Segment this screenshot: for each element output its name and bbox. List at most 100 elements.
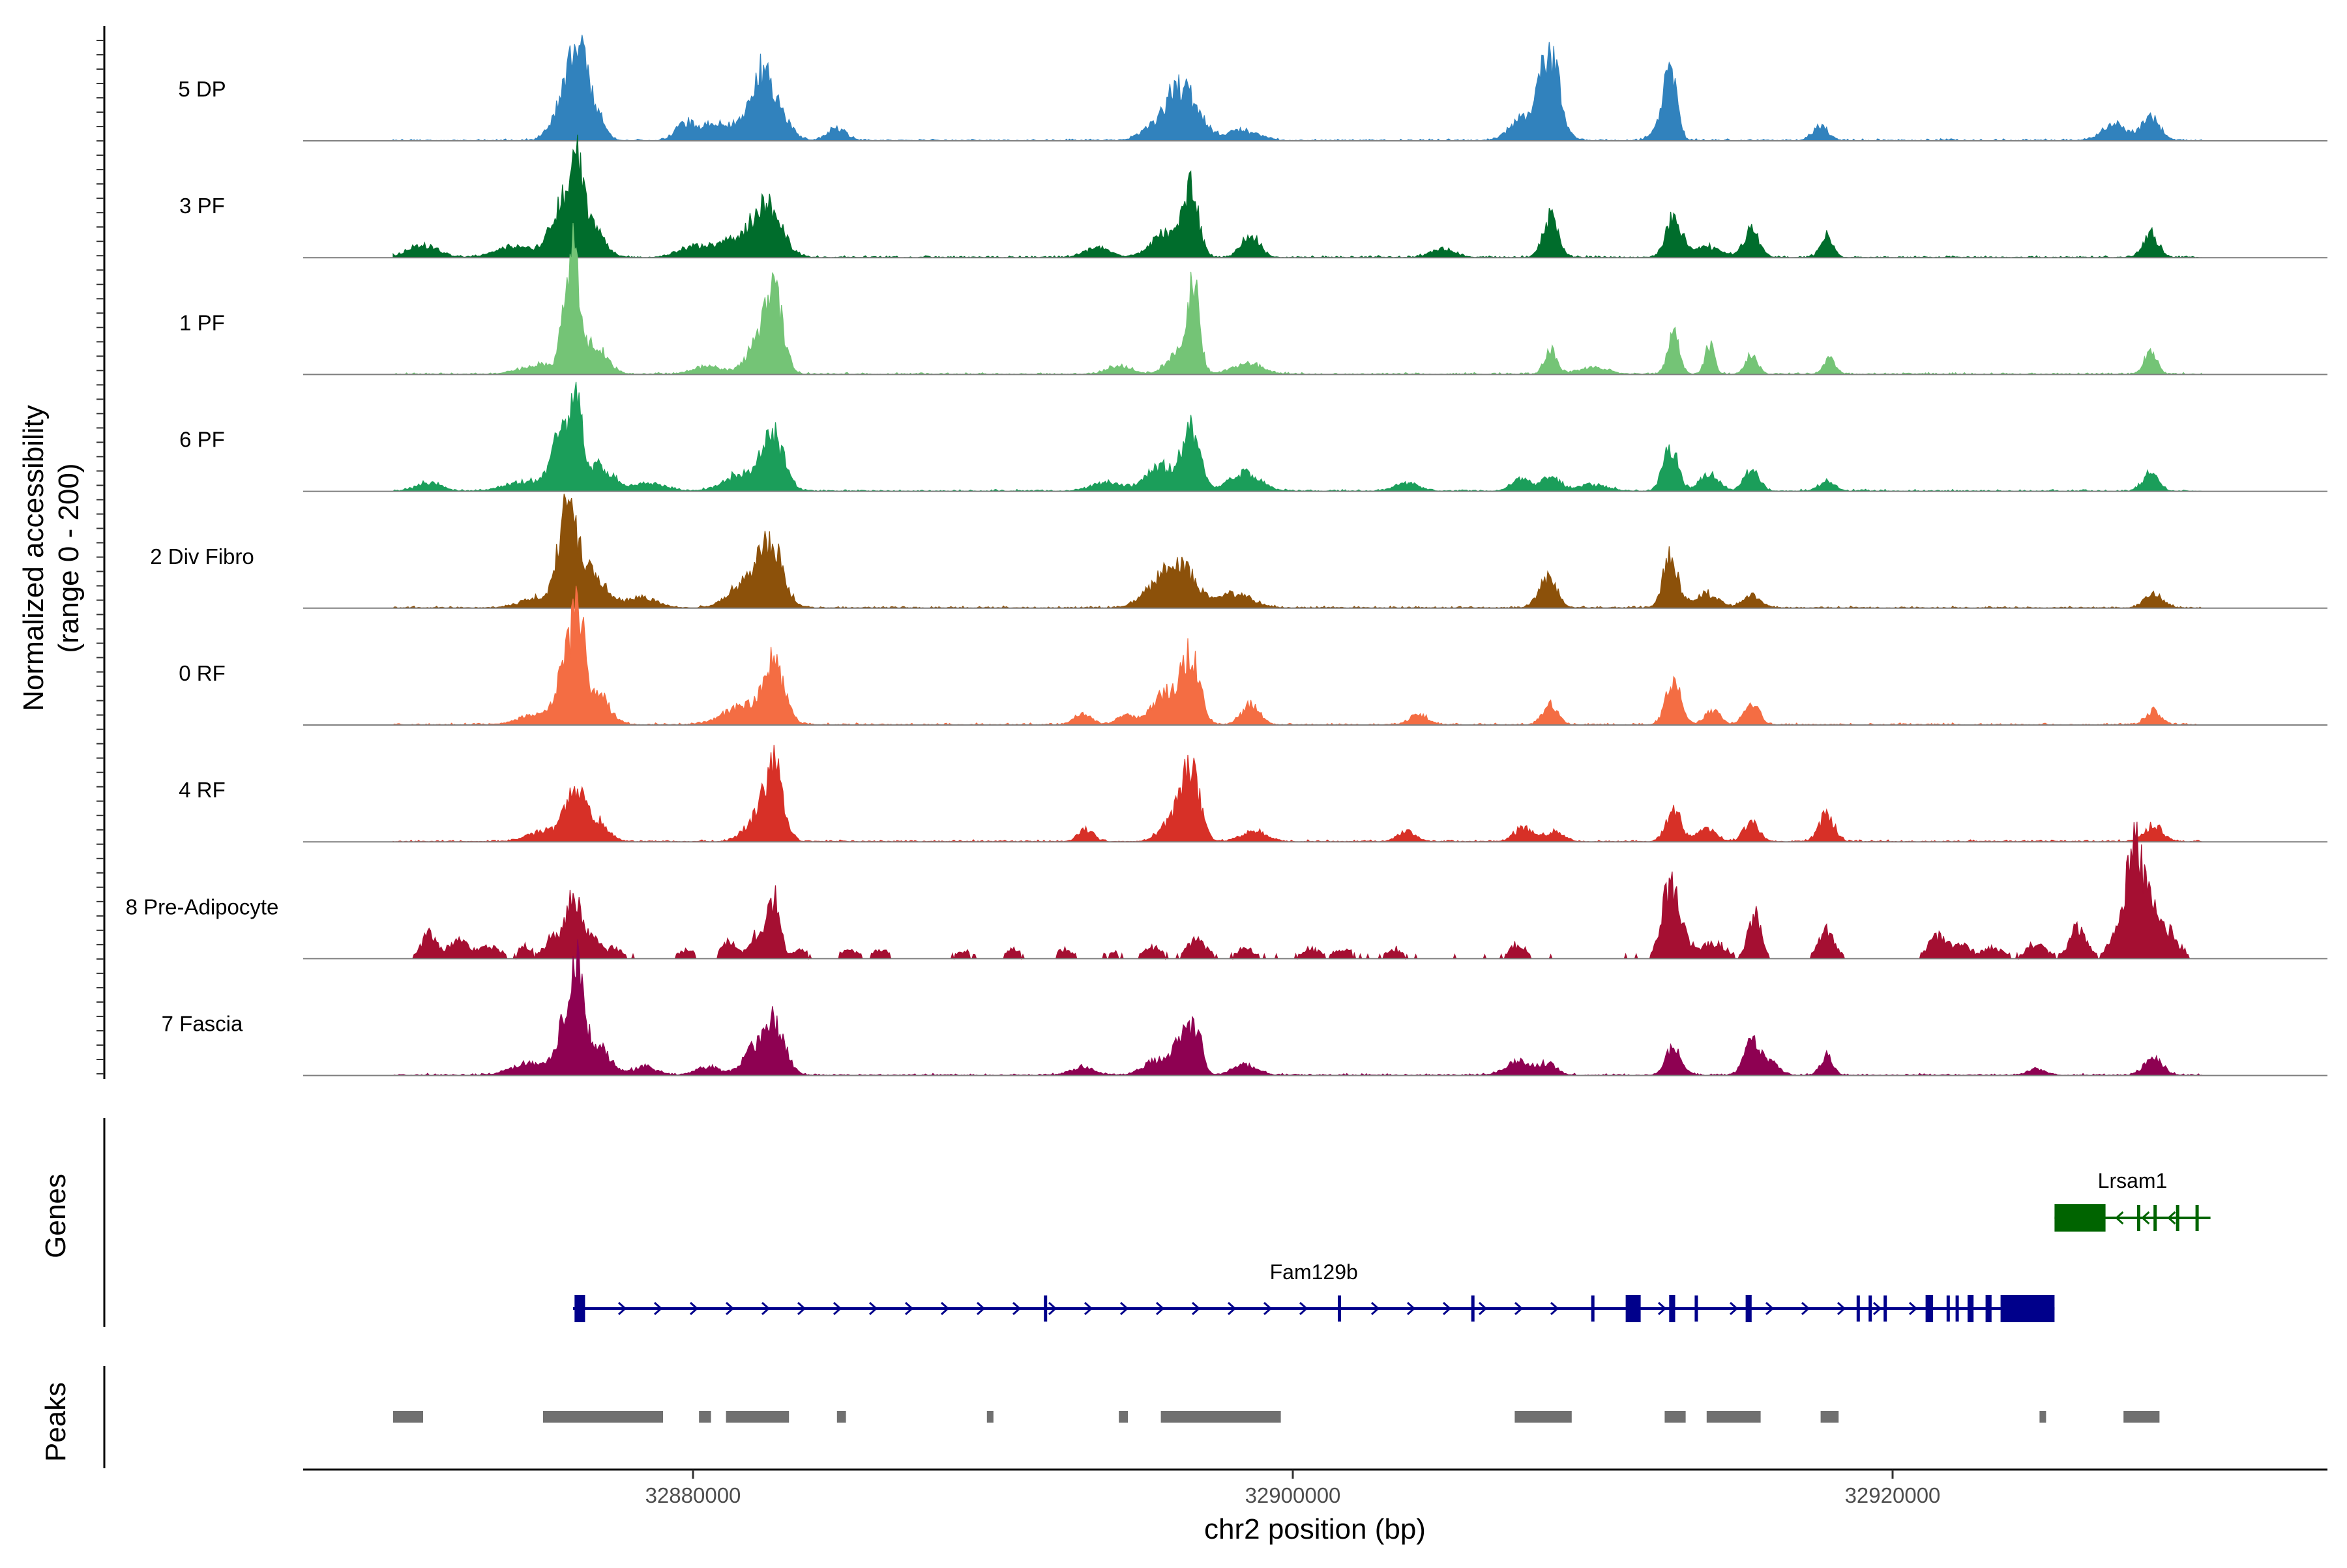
gene-exon	[1985, 1295, 1992, 1322]
peak-interval	[1820, 1411, 1839, 1423]
peak-interval	[2123, 1411, 2160, 1423]
peak-interval	[726, 1411, 790, 1423]
strand-chevron	[1837, 1301, 1846, 1316]
strand-chevron	[833, 1301, 842, 1316]
strand-chevron	[1370, 1301, 1380, 1316]
peak-interval	[1514, 1411, 1572, 1423]
peak-interval	[393, 1411, 423, 1423]
coverage-area	[392, 381, 2202, 492]
strand-chevron	[940, 1301, 950, 1316]
x-tick-label: 32920000	[1845, 1483, 1941, 1507]
strand-chevron	[1729, 1301, 1739, 1316]
strand-chevron	[2141, 1211, 2150, 1225]
track-label: 4 RF	[179, 778, 226, 802]
peak-interval	[986, 1411, 994, 1423]
strand-chevron	[904, 1301, 914, 1316]
peak-interval	[1664, 1411, 1686, 1423]
track-label: 5 DP	[178, 77, 226, 101]
strand-chevron	[1155, 1301, 1165, 1316]
gene-exon	[2054, 1204, 2106, 1232]
strand-chevron	[725, 1301, 735, 1316]
gene-label: Lrsam1	[2098, 1169, 2168, 1192]
gene-exon	[574, 1295, 585, 1322]
gene-exon	[1625, 1295, 1641, 1322]
peak-interval	[1160, 1411, 1281, 1423]
peak-interval	[2039, 1411, 2046, 1423]
gene-exon	[1925, 1295, 1934, 1322]
strand-chevron	[1191, 1301, 1201, 1316]
gene-exon	[1955, 1295, 1959, 1322]
strand-chevron	[1227, 1301, 1237, 1316]
strand-chevron	[617, 1301, 627, 1316]
y-axis-title-line1: Normalized accessibility	[18, 405, 50, 711]
peak-interval	[543, 1411, 663, 1423]
strand-chevron	[761, 1301, 771, 1316]
peak-interval	[836, 1411, 846, 1423]
peak-interval	[1119, 1411, 1128, 1423]
gene-exon	[1044, 1295, 1048, 1322]
strand-chevron	[2167, 1211, 2176, 1225]
x-tick-label: 32880000	[645, 1483, 741, 1507]
gene-exon	[1883, 1295, 1887, 1322]
track-label: 6 PF	[179, 428, 225, 452]
strand-chevron	[1765, 1301, 1775, 1316]
track-2-div-fibro: 2 Div Fibro	[150, 494, 2327, 609]
track-4-rf: 4 RF	[179, 745, 2327, 843]
coverage-area	[392, 223, 2202, 376]
strand-chevron	[1084, 1301, 1093, 1316]
track-0-rf: 0 RF	[179, 585, 2327, 726]
gene-exon	[1694, 1295, 1698, 1322]
track-label: 7 Fascia	[162, 1012, 243, 1036]
strand-chevron	[1801, 1301, 1810, 1316]
gene-exon	[1856, 1295, 1860, 1322]
gene-exon	[1471, 1295, 1475, 1322]
track-label: 2 Div Fibro	[150, 544, 254, 569]
strand-chevron	[653, 1301, 663, 1316]
gene-label: Fam129b	[1270, 1260, 1358, 1284]
strand-chevron	[1406, 1301, 1416, 1316]
strand-chevron	[1048, 1301, 1057, 1316]
gene-exon	[1745, 1295, 1752, 1322]
gene-fam129b: Fam129b	[573, 1260, 2055, 1322]
strand-chevron	[1657, 1301, 1667, 1316]
strand-chevron	[868, 1301, 878, 1316]
coverage-area	[392, 134, 2202, 259]
strand-chevron	[1299, 1301, 1308, 1316]
gene-exon	[2136, 1205, 2140, 1231]
strand-chevron	[1012, 1301, 1022, 1316]
track-5-dp: 5 DP	[178, 35, 2327, 141]
gene-exon	[1868, 1295, 1872, 1322]
track-label: 1 PF	[179, 310, 225, 334]
gene-exon	[2176, 1205, 2179, 1231]
gene-exon	[1338, 1295, 1341, 1322]
y-axis-title-line2: (range 0 - 200)	[53, 463, 85, 653]
gene-exon	[2000, 1295, 2055, 1322]
strand-chevron	[2115, 1211, 2124, 1225]
strand-chevron	[689, 1301, 699, 1316]
genes-panel-title: Genes	[40, 1174, 72, 1258]
track-3-pf: 3 PF	[179, 134, 2327, 259]
strand-chevron	[1872, 1301, 1882, 1316]
strand-chevron	[976, 1301, 986, 1316]
peak-interval	[699, 1411, 711, 1423]
x-axis: 32880000 32900000 32920000	[303, 1468, 2327, 1507]
track-7-fascia: 7 Fascia	[162, 939, 2327, 1076]
peaks-panel	[103, 1366, 2160, 1468]
gene-exon	[1591, 1295, 1595, 1322]
gene-exon	[1946, 1295, 1950, 1322]
track-1-pf: 1 PF	[179, 223, 2327, 376]
strand-chevron	[1442, 1301, 1452, 1316]
peak-interval	[1706, 1411, 1761, 1423]
track-8-pre-adipocyte: 8 Pre-Adipocyte	[126, 821, 2327, 960]
coverage-area	[392, 35, 2202, 141]
x-axis-title: chr2 position (bp)	[1204, 1513, 1426, 1545]
gene-exon	[2153, 1205, 2157, 1231]
gene-annotation-panel: Lrsam1 Fam129b	[103, 1118, 2211, 1327]
peaks-panel-title: Peaks	[40, 1382, 72, 1462]
coverage-area	[392, 745, 2202, 843]
coverage-area	[392, 494, 2202, 609]
track-label: 8 Pre-Adipocyte	[126, 895, 279, 919]
strand-chevron	[1908, 1301, 1918, 1316]
